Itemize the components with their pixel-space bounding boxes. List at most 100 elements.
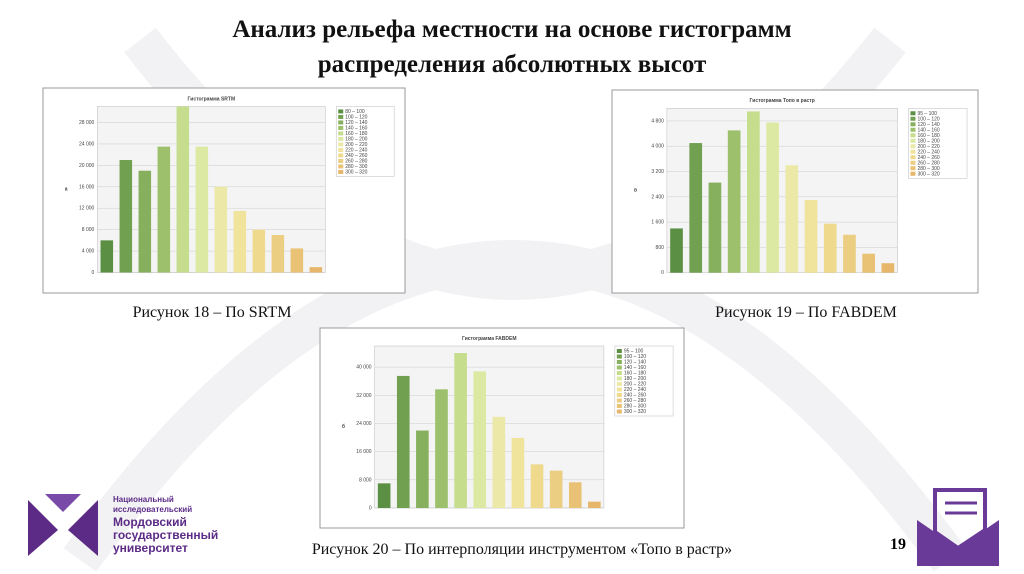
y-tick-label: 24 000 (79, 141, 95, 147)
page-number: 19 (890, 536, 906, 553)
legend-label: 240 – 260 (917, 155, 939, 161)
bar (727, 130, 741, 273)
bar (766, 122, 779, 273)
legend-swatch (338, 109, 344, 114)
legend-box (614, 345, 674, 417)
legend-label: 220 – 240 (917, 149, 939, 155)
logo-text: исследовательский (113, 505, 192, 514)
legend-label: 160 – 180 (917, 133, 939, 139)
bar (309, 267, 323, 273)
logo-text: университет (113, 541, 188, 555)
legend-label: 200 – 220 (345, 142, 367, 148)
bar (708, 182, 722, 273)
legend-label: 260 – 280 (917, 160, 939, 166)
legend-swatch (338, 125, 344, 130)
y-tick-label: 4 000 (651, 144, 664, 150)
legend-swatch (338, 114, 344, 119)
legend-box (908, 108, 968, 179)
legend-swatch (616, 398, 622, 403)
bar (252, 229, 266, 273)
legend-label: 180 – 200 (917, 138, 939, 144)
bar (511, 437, 525, 508)
legend-label: 160 – 180 (345, 131, 367, 137)
legend-label: 200 – 220 (917, 144, 939, 150)
legend-swatch (910, 127, 916, 132)
legend-swatch (616, 382, 622, 386)
legend-swatch (910, 138, 916, 143)
chart-title: Гистограмма Топо в растр (750, 98, 815, 104)
legend-swatch (910, 149, 916, 154)
legend-swatch (910, 116, 916, 121)
legend-label: 100 – 120 (345, 114, 367, 120)
caption: Рисунок 19 – По FABDEM (715, 304, 897, 321)
legend-swatch (910, 122, 916, 127)
legend-swatch (338, 120, 344, 125)
bar (416, 430, 429, 508)
legend-label: 180 – 200 (345, 136, 367, 142)
bar (290, 248, 304, 273)
logo-text: государственный (113, 528, 218, 542)
chart-title: Гистограмма SRTM (188, 96, 236, 102)
legend-swatch (338, 136, 344, 141)
legend-swatch (910, 144, 916, 149)
bar (214, 186, 228, 273)
legend-label: 300 – 320 (624, 409, 646, 415)
bar (588, 501, 601, 508)
title: распределения абсолютных высот (318, 51, 707, 78)
bar (530, 464, 544, 508)
title: Анализ рельефа местности на основе гисто… (232, 16, 791, 43)
legend-swatch (616, 365, 622, 370)
y-tick-label: 800 (656, 245, 665, 251)
chart-title: Гистограмма FABDEM (462, 336, 517, 342)
legend-swatch (616, 387, 622, 392)
caption: Рисунок 18 – По SRTM (133, 304, 292, 321)
mail-icon (917, 488, 999, 566)
legend-label: 240 – 260 (624, 393, 646, 399)
legend-label: 95 – 100 (624, 349, 644, 355)
bar (176, 106, 190, 273)
legend-swatch (910, 155, 916, 160)
bar (670, 228, 683, 273)
legend-label: 100 – 120 (917, 116, 939, 122)
legend-swatch (338, 147, 344, 152)
bar (473, 371, 487, 508)
y-tick-label: 20 000 (79, 163, 95, 169)
y-tick-label: 4 000 (82, 249, 95, 255)
bar (435, 389, 448, 508)
legend-label: 220 – 240 (345, 147, 367, 153)
y-tick-label: 0 (661, 270, 664, 276)
logo-text: Национальный (113, 495, 174, 504)
y-tick-label: 12 000 (79, 206, 95, 212)
bar (804, 199, 818, 273)
legend-label: 180 – 200 (624, 376, 646, 382)
plot-area (97, 106, 326, 273)
legend-label: 280 – 300 (624, 404, 646, 410)
bar (862, 253, 875, 273)
legend-swatch (616, 409, 622, 414)
legend-swatch (616, 404, 622, 408)
legend-swatch (910, 166, 916, 171)
legend-label: 140 – 160 (624, 365, 646, 371)
legend-swatch (616, 354, 622, 359)
panel-letter: а (65, 187, 68, 193)
bar (138, 170, 152, 273)
logo-text: Мордовский (113, 515, 187, 529)
bar (492, 416, 506, 508)
plot-area (374, 345, 605, 509)
bar (568, 482, 582, 508)
legend-label: 200 – 220 (624, 382, 646, 388)
y-tick-label: 28 000 (79, 120, 95, 126)
y-tick-label: 16 000 (79, 184, 95, 190)
legend-swatch (338, 131, 344, 136)
legend-swatch (616, 349, 622, 353)
panel-letter: б (342, 423, 345, 430)
y-tick-label: 32 000 (356, 393, 372, 399)
legend-label: 300 – 320 (345, 169, 367, 175)
y-tick-label: 0 (92, 270, 95, 276)
legend-swatch (338, 169, 344, 174)
legend-label: 140 – 160 (917, 127, 939, 133)
legend-label: 120 – 140 (345, 120, 367, 126)
bar (881, 263, 895, 273)
bar (689, 143, 703, 273)
